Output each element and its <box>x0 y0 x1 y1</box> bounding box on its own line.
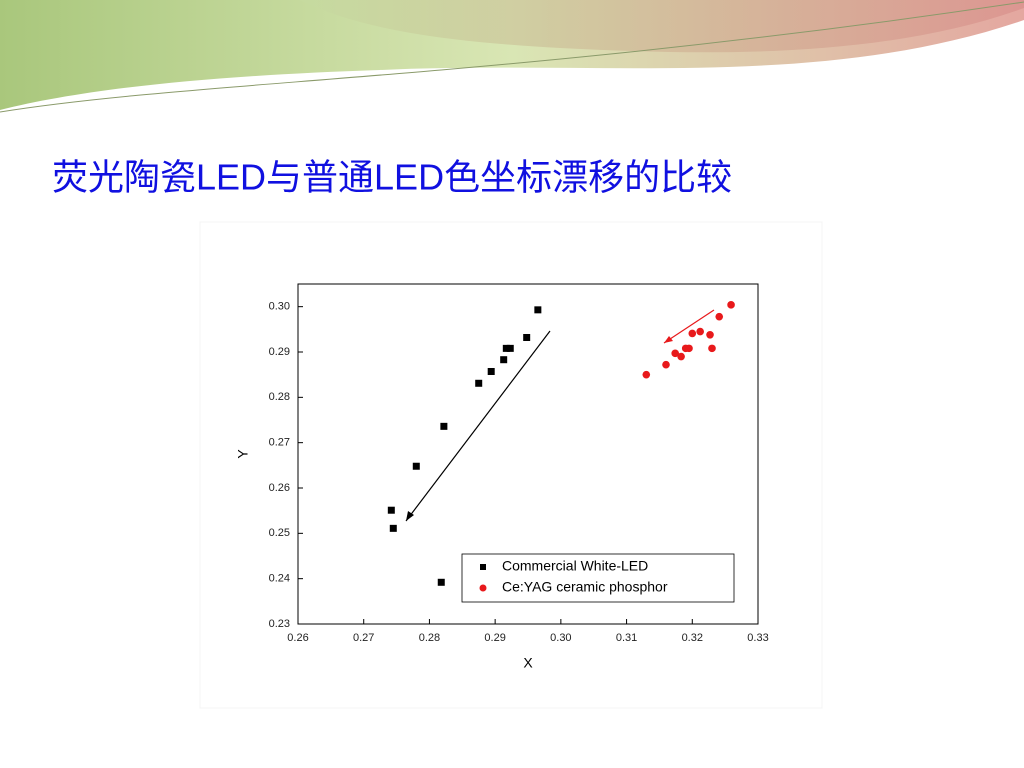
x-axis-label: X <box>523 655 533 671</box>
point <box>534 306 542 314</box>
y-tick-label: 0.30 <box>269 301 290 313</box>
y-tick-label: 0.23 <box>269 618 290 630</box>
header-decoration <box>300 0 1024 53</box>
point <box>500 356 508 364</box>
point <box>389 524 397 532</box>
x-tick-label: 0.27 <box>353 632 374 644</box>
x-tick-label: 0.28 <box>419 632 440 644</box>
point <box>502 344 510 352</box>
y-tick-label: 0.26 <box>269 482 290 494</box>
point <box>642 370 651 379</box>
y-tick-label: 0.24 <box>269 573 290 585</box>
arrow-head <box>406 511 414 521</box>
x-tick-label: 0.26 <box>287 632 308 644</box>
point <box>706 330 714 339</box>
legend-label: Commercial White-LED <box>502 558 648 574</box>
point <box>523 333 531 341</box>
y-tick-label: 0.28 <box>269 391 290 403</box>
chart-panel <box>199 221 823 709</box>
y-tick-label: 0.27 <box>269 437 290 449</box>
point <box>387 506 395 514</box>
point <box>487 367 495 375</box>
legend-marker <box>480 564 486 570</box>
point <box>437 578 445 586</box>
trend-arrow <box>405 330 551 522</box>
point <box>412 462 420 470</box>
y-tick-label: 0.29 <box>269 346 290 358</box>
trend-arrow <box>663 309 715 344</box>
x-tick-label: 0.33 <box>747 632 768 644</box>
point <box>727 301 735 309</box>
y-axis-label: Y <box>235 449 251 459</box>
legend-label: Ce:YAG ceramic phosphor <box>502 579 668 595</box>
point <box>688 329 697 338</box>
point <box>715 312 724 321</box>
arrow-head <box>664 336 673 343</box>
point <box>671 349 679 358</box>
point <box>708 344 716 353</box>
point <box>506 344 514 352</box>
plot: 0.26 0.27 0.28 0.29 0.30 0.31 0.32 0.33 0.23 0.24… <box>235 283 769 671</box>
point <box>677 352 685 361</box>
x-tick-label: 0.29 <box>484 632 505 644</box>
x-tick-label: 0.30 <box>550 632 571 644</box>
x-tick-label: 0.31 <box>616 632 637 644</box>
point <box>440 422 448 430</box>
legend-box <box>461 553 735 603</box>
y-tick-label: 0.25 <box>269 527 290 539</box>
plot-frame <box>297 283 759 625</box>
point <box>475 379 483 387</box>
point <box>696 327 704 336</box>
point <box>685 344 693 353</box>
legend-marker <box>479 584 487 592</box>
x-tick-label: 0.32 <box>682 632 703 644</box>
slide-title: 荧光陶瓷LED与普通LED色坐标漂移的比较 <box>52 157 732 198</box>
header-line <box>0 1 1024 113</box>
point <box>662 360 670 369</box>
